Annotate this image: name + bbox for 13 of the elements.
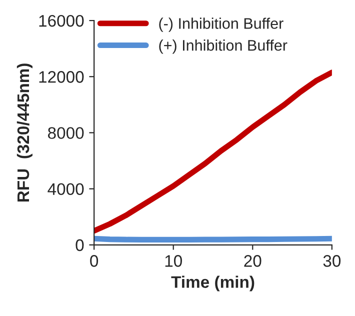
y-tick-label: 8000 <box>48 127 84 139</box>
y-axis-title: RFU (320/445nm) <box>16 64 32 202</box>
legend-label: (-) Inhibition Buffer <box>159 18 284 32</box>
legend-label: (+) Inhibition Buffer <box>159 40 288 54</box>
y-tick-label: 12000 <box>39 71 84 83</box>
x-tick-label: 30 <box>323 255 341 267</box>
y-tick-label: 0 <box>76 239 84 252</box>
x-axis-title: Time (min) <box>171 276 254 292</box>
y-tick-label: 16000 <box>39 14 84 27</box>
x-tick-label: 10 <box>165 255 182 267</box>
y-tick-label: 4000 <box>48 183 84 196</box>
x-tick-label: 0 <box>90 255 98 267</box>
x-tick-label: 20 <box>244 255 262 267</box>
